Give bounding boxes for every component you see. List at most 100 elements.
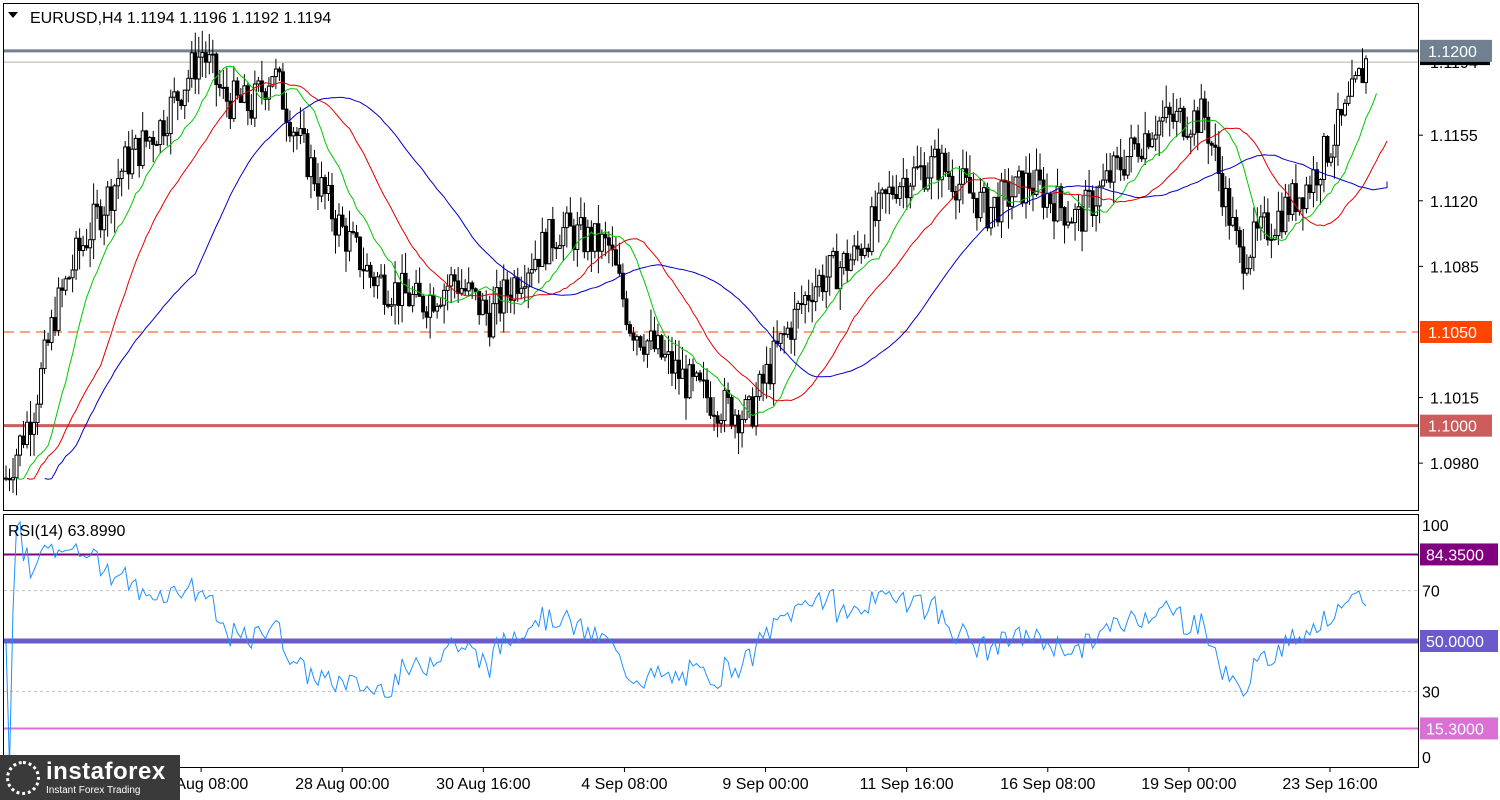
candle-body [466, 282, 471, 292]
candle [1118, 138, 1123, 182]
candle [974, 197, 979, 231]
candle [21, 420, 26, 449]
candle-body [974, 197, 979, 219]
time-tick-label: 23 Sep 16:00 [1282, 776, 1377, 793]
candle-body [1195, 110, 1200, 133]
candle [1129, 124, 1134, 173]
candle [1223, 176, 1228, 227]
candle [813, 268, 818, 312]
candle [747, 394, 752, 419]
candle-body [729, 396, 734, 426]
candle-body [627, 324, 632, 334]
candle-body [1181, 107, 1186, 137]
candle-body [932, 148, 937, 158]
candle-body [838, 267, 843, 290]
candle [897, 182, 902, 206]
candle-body [589, 226, 594, 252]
candle [4, 465, 8, 482]
candle [669, 336, 674, 387]
candle-body [403, 272, 408, 294]
candle [1293, 164, 1298, 222]
candle-body [536, 258, 541, 267]
candle [512, 270, 517, 315]
candle-body [1052, 203, 1057, 222]
candle [1328, 153, 1333, 167]
candle-body [1171, 113, 1176, 122]
candle-body [1209, 142, 1214, 146]
candle [1300, 197, 1305, 231]
candle [1353, 71, 1358, 83]
candle [529, 253, 534, 288]
candle [575, 211, 580, 267]
candle [95, 189, 100, 220]
candle-body [1045, 192, 1050, 208]
candle [245, 81, 250, 126]
candle [175, 90, 180, 121]
candle [992, 196, 997, 228]
candle-body [550, 219, 555, 249]
candle [1122, 149, 1127, 181]
candle [1038, 153, 1043, 185]
candle-body [631, 332, 636, 341]
candle [403, 252, 408, 294]
candle-body [1094, 205, 1099, 216]
candle-body [379, 274, 384, 278]
candle [613, 236, 618, 266]
brand-logo: instaforex Instant Forex Trading [0, 755, 180, 800]
candle-body [424, 311, 429, 318]
candle [985, 182, 990, 232]
candle-body [119, 170, 124, 179]
candle-body [1016, 170, 1021, 178]
candle [1244, 254, 1249, 276]
candle-body [456, 280, 461, 294]
candle [827, 254, 832, 296]
candle [810, 282, 815, 323]
candle-body [1286, 196, 1291, 215]
candle-body [1160, 117, 1165, 122]
rsi-tick-label: 70 [1422, 584, 1440, 601]
candle-body [960, 168, 965, 185]
candle-body [140, 130, 145, 167]
candle-body [1353, 74, 1358, 80]
candle-body [256, 80, 261, 85]
candle-body [827, 255, 832, 278]
candle [550, 206, 555, 262]
candle [1111, 151, 1116, 204]
candle-body [512, 277, 517, 301]
candle [372, 271, 377, 298]
candle [1062, 206, 1067, 244]
candle [995, 182, 1000, 227]
candle [1349, 59, 1354, 97]
candle-body [1293, 183, 1298, 212]
candle-body [1027, 172, 1032, 189]
candle [435, 303, 440, 319]
candle [1332, 124, 1337, 179]
candle-body [526, 272, 531, 288]
candle [410, 286, 415, 313]
candle-body [470, 282, 475, 290]
candle-body [158, 120, 163, 146]
candle-body [571, 225, 576, 250]
candle-body [691, 364, 696, 377]
candle [676, 340, 681, 395]
candle-body [1213, 144, 1218, 148]
collapse-triangle-icon[interactable] [8, 12, 18, 18]
rsi-level-tag-label: 84.3500 [1426, 547, 1484, 564]
candle [1104, 153, 1109, 184]
candle [158, 118, 163, 154]
candle-body [782, 333, 787, 336]
candle [799, 285, 804, 314]
candle [1234, 209, 1239, 245]
candle [684, 354, 688, 420]
candle [771, 326, 776, 406]
candle-body [7, 478, 12, 481]
candle [329, 172, 334, 232]
candle [1241, 229, 1246, 290]
candle [438, 297, 443, 309]
candle-body [925, 177, 930, 190]
candle [848, 253, 853, 272]
candle [379, 264, 384, 279]
candle-body [46, 339, 51, 344]
ma-line [44, 96, 1388, 480]
candle [1307, 175, 1312, 200]
